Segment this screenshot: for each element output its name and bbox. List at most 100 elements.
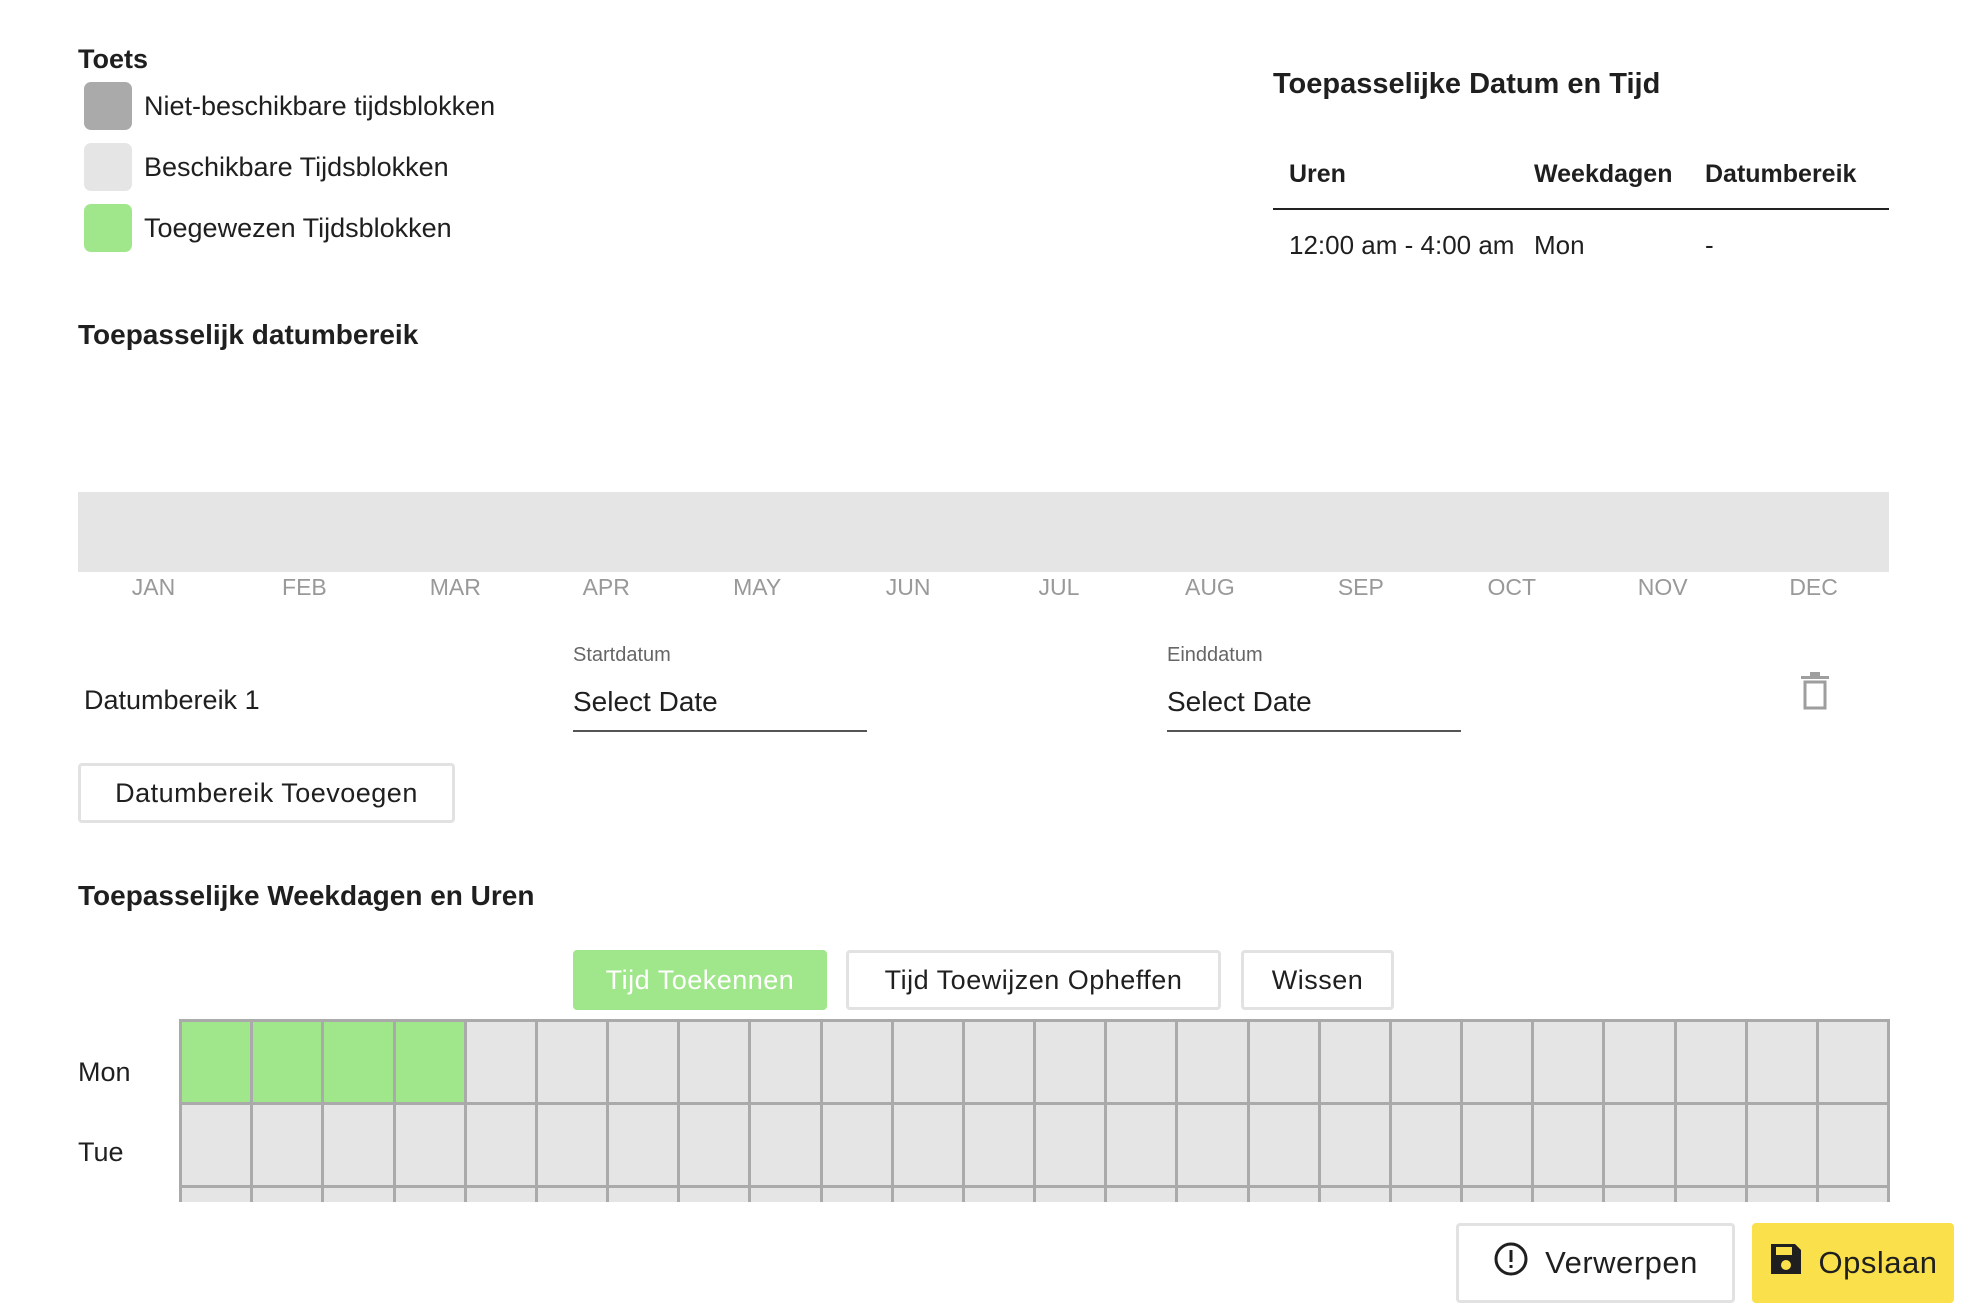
time-block-cell[interactable] — [1175, 1105, 1247, 1185]
time-block-cell[interactable] — [463, 1105, 535, 1185]
end-date-value[interactable]: Select Date — [1167, 686, 1312, 717]
month-label: OCT — [1487, 574, 1537, 600]
time-block-cell[interactable] — [463, 1188, 535, 1202]
time-block-cell[interactable] — [321, 1188, 393, 1202]
time-block-cell[interactable] — [748, 1188, 820, 1202]
time-block-cell[interactable] — [961, 1105, 1034, 1185]
time-block-cell[interactable] — [534, 1022, 607, 1102]
start-date-value[interactable]: Select Date — [573, 686, 718, 717]
time-block-cell[interactable] — [677, 1188, 749, 1202]
time-block-cell[interactable] — [250, 1188, 322, 1202]
time-block-cell[interactable] — [1602, 1188, 1674, 1202]
time-block-cell[interactable] — [1815, 1105, 1890, 1185]
week-hour-grid[interactable] — [179, 1019, 1890, 1202]
time-block-cell[interactable] — [1104, 1105, 1176, 1185]
time-block-cell[interactable] — [819, 1188, 891, 1202]
time-block-cell[interactable] — [1602, 1105, 1674, 1185]
time-block-cell[interactable] — [179, 1105, 251, 1185]
trash-icon[interactable] — [1800, 672, 1830, 710]
time-block-cell[interactable] — [463, 1022, 535, 1102]
start-date-field[interactable]: Startdatum Select Date — [573, 644, 867, 732]
time-block-cell[interactable] — [1460, 1188, 1532, 1202]
time-block-cell[interactable] — [890, 1188, 962, 1202]
time-block-cell[interactable] — [321, 1105, 393, 1185]
column-header-range: Datumbereik — [1705, 159, 1857, 188]
time-block-cell[interactable] — [606, 1188, 678, 1202]
time-block-cell[interactable] — [534, 1105, 607, 1185]
unassign-time-button[interactable]: Tijd Toewijzen Opheffen — [846, 950, 1221, 1010]
time-block-cell[interactable] — [961, 1022, 1034, 1102]
cell-hours: 12:00 am - 4:00 am — [1289, 229, 1515, 260]
time-block-cell[interactable] — [1602, 1022, 1674, 1102]
time-block-cell[interactable] — [961, 1188, 1034, 1202]
time-block-cell[interactable] — [1246, 1188, 1318, 1202]
time-block-cell[interactable] — [1460, 1105, 1532, 1185]
legend-swatch-available — [84, 143, 132, 191]
time-block-cell[interactable] — [819, 1105, 891, 1185]
time-block-cell[interactable] — [1175, 1022, 1247, 1102]
time-block-cell[interactable] — [1317, 1188, 1389, 1202]
time-block-cell[interactable] — [1175, 1188, 1247, 1202]
time-block-cell[interactable] — [1815, 1188, 1890, 1202]
time-block-cell[interactable] — [1744, 1188, 1816, 1202]
time-block-cell[interactable] — [534, 1188, 607, 1202]
time-block-cell[interactable] — [606, 1022, 678, 1102]
assign-time-button[interactable]: Tijd Toekennen — [573, 950, 827, 1010]
time-block-cell[interactable] — [890, 1105, 962, 1185]
time-block-cell[interactable] — [1531, 1188, 1603, 1202]
time-block-cell[interactable] — [392, 1022, 464, 1102]
legend-label: Toegewezen Tijdsblokken — [144, 212, 452, 243]
date-range-timeline[interactable] — [78, 492, 1889, 572]
time-block-cell[interactable] — [1246, 1022, 1318, 1102]
time-block-cell[interactable] — [1744, 1022, 1816, 1102]
legend-label: Beschikbare Tijdsblokken — [144, 151, 449, 182]
time-block-cell[interactable] — [677, 1022, 749, 1102]
time-block-cell[interactable] — [1317, 1105, 1389, 1185]
time-block-cell[interactable] — [1744, 1105, 1816, 1185]
time-block-cell[interactable] — [1815, 1022, 1890, 1102]
discard-button[interactable]: Verwerpen — [1456, 1223, 1735, 1303]
month-label: MAR — [429, 574, 481, 600]
time-block-cell[interactable] — [1673, 1105, 1745, 1185]
time-block-cell[interactable] — [321, 1022, 393, 1102]
save-button[interactable]: Opslaan — [1752, 1223, 1954, 1303]
legend-swatch-assigned — [84, 204, 132, 252]
time-block-cell[interactable] — [606, 1105, 678, 1185]
day-label-mon: Mon — [78, 1057, 131, 1087]
time-block-cell[interactable] — [1673, 1188, 1745, 1202]
time-block-cell[interactable] — [250, 1105, 322, 1185]
time-block-cell[interactable] — [1673, 1022, 1745, 1102]
date-range-title: Toepasselijk datumbereik — [78, 319, 419, 350]
time-block-cell[interactable] — [1317, 1022, 1389, 1102]
time-block-cell[interactable] — [1246, 1105, 1318, 1185]
time-block-cell[interactable] — [1460, 1022, 1532, 1102]
time-block-cell[interactable] — [748, 1105, 820, 1185]
date-range-label: Datumbereik 1 — [84, 685, 260, 715]
time-block-cell[interactable] — [1531, 1105, 1603, 1185]
time-block-cell[interactable] — [392, 1105, 464, 1185]
time-block-cell[interactable] — [1033, 1105, 1105, 1185]
time-block-cell[interactable] — [1033, 1188, 1105, 1202]
column-header-hours: Uren — [1289, 159, 1346, 188]
time-block-cell[interactable] — [677, 1105, 749, 1185]
time-block-cell[interactable] — [748, 1022, 820, 1102]
time-block-cell[interactable] — [1104, 1188, 1176, 1202]
time-block-cell[interactable] — [1388, 1105, 1461, 1185]
time-block-cell[interactable] — [819, 1022, 891, 1102]
time-block-cell[interactable] — [1033, 1022, 1105, 1102]
month-label: JAN — [131, 574, 176, 600]
time-block-cell[interactable] — [250, 1022, 322, 1102]
time-block-cell[interactable] — [392, 1188, 464, 1202]
clear-button[interactable]: Wissen — [1241, 950, 1394, 1010]
grid-row — [179, 1102, 1890, 1185]
time-block-cell[interactable] — [1531, 1022, 1603, 1102]
time-block-cell[interactable] — [179, 1188, 251, 1202]
end-date-field[interactable]: Einddatum Select Date — [1167, 644, 1461, 732]
time-block-cell[interactable] — [890, 1022, 962, 1102]
discard-label: Verwerpen — [1545, 1245, 1698, 1280]
time-block-cell[interactable] — [1388, 1188, 1461, 1202]
add-date-range-button[interactable]: Datumbereik Toevoegen — [78, 763, 455, 823]
time-block-cell[interactable] — [179, 1022, 251, 1102]
time-block-cell[interactable] — [1104, 1022, 1176, 1102]
time-block-cell[interactable] — [1388, 1022, 1461, 1102]
